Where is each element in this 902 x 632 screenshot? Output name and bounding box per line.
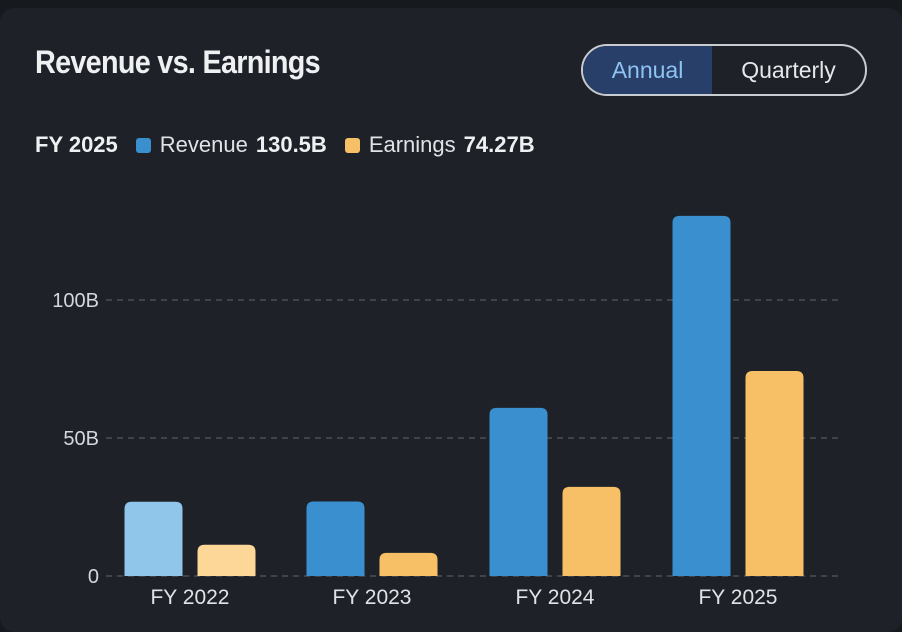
revenue-swatch [135, 137, 151, 153]
earnings-bar-fy-2025[interactable] [745, 371, 804, 576]
revenue-bar-fy-2023[interactable] [306, 501, 365, 576]
y-tick-label: 0 [88, 566, 99, 588]
earnings-swatch [344, 137, 360, 153]
legend-earnings-label: Earnings [368, 132, 456, 157]
x-category-label: FY 2022 [150, 586, 229, 609]
annual-toggle-button[interactable]: Annual [583, 46, 712, 94]
chart-title: Revenue vs. Earnings [35, 44, 321, 80]
legend-earnings-value: 74.27B [463, 132, 535, 157]
x-category-label: FY 2025 [698, 586, 777, 609]
legend-period: FY 2025 [35, 132, 118, 157]
legend-revenue-label: Revenue [159, 132, 248, 157]
period-toggle: Annual Quarterly [581, 44, 867, 96]
quarterly-toggle-button[interactable]: Quarterly [741, 56, 836, 83]
earnings-bar-fy-2023[interactable] [379, 552, 438, 576]
revenue-bar-fy-2024[interactable] [489, 407, 548, 576]
x-category-label: FY 2023 [332, 586, 411, 609]
chart-legend: FY 2025 Revenue 130.5B Earnings 74.27B [35, 132, 553, 158]
revenue-bar-fy-2022[interactable] [124, 501, 183, 576]
x-category-label: FY 2024 [515, 586, 594, 609]
y-tick-label: 50B [63, 428, 99, 450]
revenue-bar-fy-2025[interactable] [672, 215, 731, 576]
legend-revenue-value: 130.5B [255, 132, 327, 157]
earnings-bar-fy-2022[interactable] [197, 544, 256, 576]
earnings-bar-fy-2024[interactable] [562, 486, 621, 576]
y-tick-label: 100B [52, 290, 99, 312]
